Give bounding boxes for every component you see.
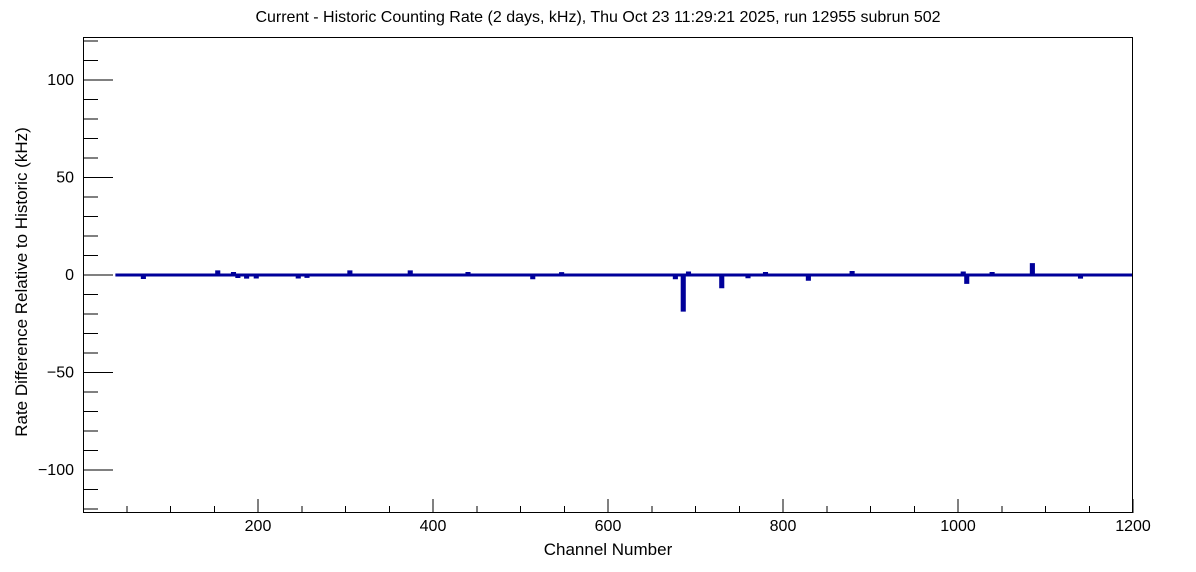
- x-axis-title: Channel Number: [543, 540, 673, 559]
- x-tick-label: 800: [770, 518, 797, 535]
- x-tick-label: 1200: [1115, 518, 1151, 535]
- y-tick-label: −100: [38, 462, 74, 479]
- y-tick-label: 50: [56, 169, 74, 186]
- rate-difference-series: [115, 263, 1133, 312]
- chart-title: Current - Historic Counting Rate (2 days…: [255, 9, 941, 26]
- y-tick-label: −50: [47, 365, 74, 382]
- y-tick-label: 0: [65, 267, 74, 284]
- x-tick-label: 600: [595, 518, 622, 535]
- x-tick-label: 1000: [940, 518, 976, 535]
- x-tick-label: 400: [420, 518, 447, 535]
- x-tick-label: 200: [245, 518, 272, 535]
- y-tick-label: 100: [47, 72, 74, 89]
